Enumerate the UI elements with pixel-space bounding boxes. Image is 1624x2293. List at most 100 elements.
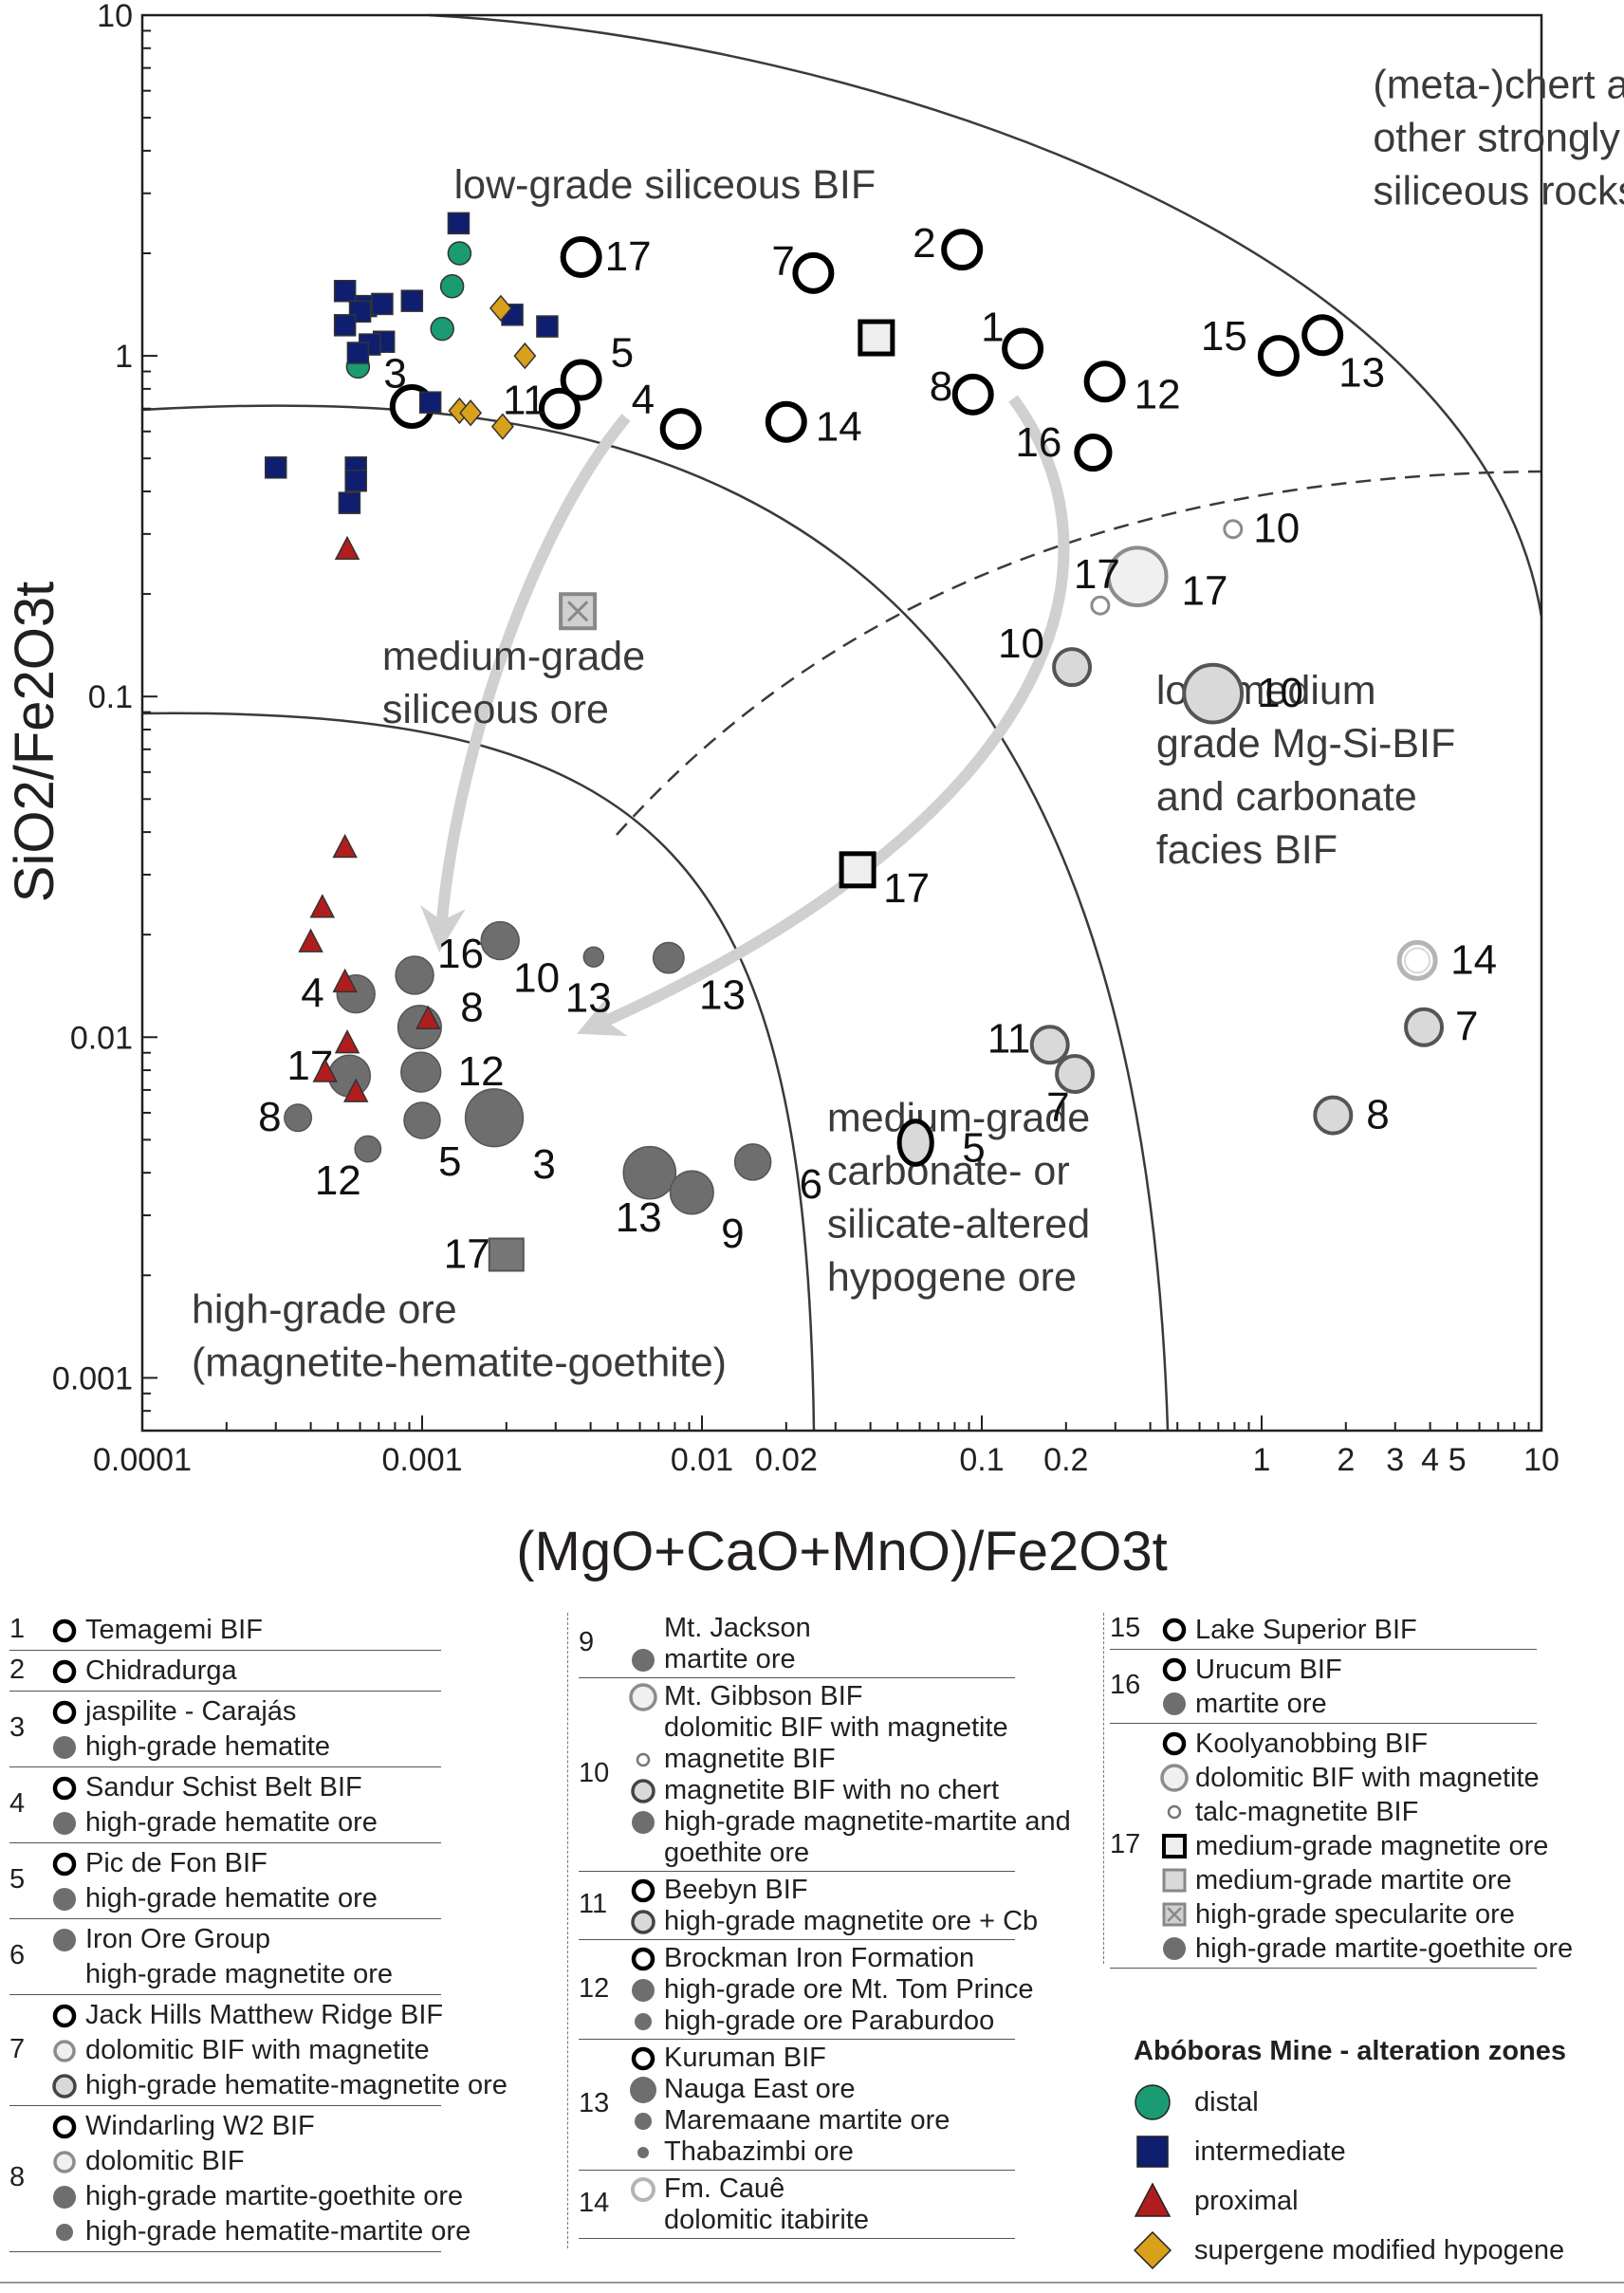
sample-point-intermediate bbox=[333, 279, 357, 303]
literature-point bbox=[1055, 1054, 1096, 1095]
point-label: 8 bbox=[460, 985, 483, 1031]
literature-point bbox=[1090, 595, 1111, 616]
arrow-carbonate-trend bbox=[577, 395, 1070, 1037]
legend-entry-label: high-grade specularite ore bbox=[1195, 1898, 1515, 1930]
point-label: 10 bbox=[1253, 506, 1300, 552]
legend-entry-label: dolomitic BIF with magnetite bbox=[85, 2035, 430, 2065]
literature-point bbox=[538, 387, 581, 430]
legend-entry-label: medium-grade magnetite ore bbox=[1195, 1830, 1549, 1861]
sample-point-proximal bbox=[309, 894, 336, 918]
sample-point-supergene-modified-hypogene bbox=[490, 413, 514, 440]
zone-legend-label: distal bbox=[1194, 2086, 1259, 2117]
zone-legend-entry: distal bbox=[1134, 2083, 1259, 2121]
legend-symbol-icon bbox=[626, 1808, 658, 1837]
legend-group-number: 12 bbox=[579, 1972, 610, 2004]
legend-symbol-icon bbox=[47, 1698, 80, 1727]
bottom-rule bbox=[0, 2282, 1624, 2284]
legend-entry-label: goethite ore bbox=[664, 1838, 810, 1868]
legend-entry-label: high-grade magnetite-martite and bbox=[664, 1806, 1071, 1837]
legend-entry-label: Mt. Gibbson BIF bbox=[664, 1681, 863, 1711]
point-label: 12 bbox=[458, 1048, 505, 1095]
legend-entry: talc-magnetite BIF bbox=[1157, 1795, 1418, 1829]
x-tick-label: 2 bbox=[1337, 1442, 1355, 1478]
legend-group-number: 15 bbox=[1110, 1613, 1141, 1643]
legend-entry-label: martite ore bbox=[1195, 1688, 1327, 1719]
zone-legend-label: supergene modified hypogene bbox=[1194, 2234, 1565, 2265]
point-label: 10 bbox=[1257, 670, 1303, 716]
legend-group-divider bbox=[9, 1650, 441, 1651]
y-tick-label: 1 bbox=[115, 339, 133, 375]
legend-symbol-icon bbox=[626, 2175, 658, 2204]
legend-symbol-icon bbox=[626, 1646, 658, 1674]
legend-entry: Nauga East ore bbox=[626, 2074, 856, 2105]
legend-entry: Mt. Gibbson BIF bbox=[626, 1681, 863, 1712]
literature-point bbox=[1404, 1007, 1445, 1047]
literature-point bbox=[1313, 1095, 1354, 1136]
sample-point-proximal bbox=[334, 535, 360, 561]
literature-point bbox=[1074, 433, 1113, 472]
legend-entry-label: martite ore bbox=[664, 1644, 796, 1674]
x-tick-label: 0.2 bbox=[1043, 1442, 1088, 1478]
legend-entry-label: dolomitic BIF with magnetite bbox=[664, 1712, 1008, 1743]
legend-entry: high-grade martite-goethite ore bbox=[1157, 1932, 1573, 1966]
legend-symbol-icon bbox=[47, 1733, 80, 1762]
literature-point bbox=[400, 1051, 442, 1093]
legend-entry: Beebyn BIF bbox=[626, 1875, 808, 1906]
legend-symbol-icon bbox=[626, 2007, 658, 2036]
legend-symbol-icon bbox=[47, 2002, 80, 2030]
legend-entry-label: high-grade magnetite ore + Cb bbox=[664, 1906, 1039, 1936]
legend-entry-label: high-grade ore Mt. Tom Prince bbox=[664, 1974, 1034, 2005]
legend-entry: Chidradurga bbox=[47, 1654, 237, 1689]
point-label: 10 bbox=[513, 955, 560, 1002]
legend-entry: Iron Ore Group bbox=[47, 1922, 270, 1957]
literature-point bbox=[941, 229, 984, 271]
legend-entry-label: high-grade magnetite ore bbox=[85, 1959, 394, 1989]
legend-symbol-icon bbox=[626, 2044, 658, 2073]
sample-point-proximal bbox=[342, 1078, 369, 1102]
legend-group-number: 7 bbox=[9, 2033, 26, 2064]
point-label: 11 bbox=[987, 1015, 1031, 1062]
x-tick-label: 5 bbox=[1449, 1442, 1467, 1478]
legend-entry-label: magnetite BIF bbox=[664, 1744, 836, 1774]
field-labels: (meta-)chert andother stronglysiliceous … bbox=[192, 63, 1624, 1386]
literature-point bbox=[1106, 546, 1169, 608]
legend-entry-label: Temagemi BIF bbox=[85, 1615, 263, 1645]
legend-entry-label: Lake Superior BIF bbox=[1195, 1614, 1417, 1645]
point-label: 5 bbox=[438, 1138, 461, 1185]
point-label: 8 bbox=[258, 1094, 281, 1140]
point-label: 12 bbox=[315, 1157, 361, 1204]
point-label: 7 bbox=[1455, 1004, 1478, 1050]
field-label-low-grade-siliceous: low-grade siliceous BIF bbox=[454, 162, 877, 208]
legend-group-number: 5 bbox=[9, 1864, 26, 1895]
sample-point-intermediate bbox=[333, 314, 357, 337]
legend-entry-label: high-grade ore Paraburdoo bbox=[664, 2006, 995, 2036]
legend-entry-label: high-grade hematite ore bbox=[85, 1883, 378, 1914]
field-boundaries bbox=[141, 13, 1543, 1432]
zone-legend-entry: intermediate bbox=[1134, 2133, 1346, 2171]
point-label: 4 bbox=[301, 971, 323, 1017]
point-label: 10 bbox=[998, 620, 1044, 667]
sample-point-intermediate bbox=[418, 391, 442, 414]
point-label: 9 bbox=[721, 1211, 744, 1257]
legend-entry-label: Mt. Jackson bbox=[664, 1613, 811, 1643]
legend-entry: medium-grade martite ore bbox=[1157, 1863, 1512, 1897]
y-tick-label: 0.1 bbox=[88, 679, 133, 715]
legend-group-number: 13 bbox=[579, 2088, 610, 2118]
trend-arrows bbox=[420, 395, 1070, 1037]
legend-symbol-icon bbox=[47, 2072, 80, 2100]
legend-symbol-icon bbox=[626, 1615, 658, 1643]
legend-group-divider bbox=[9, 1994, 441, 1995]
legend-entry: dolomitic itabirite bbox=[626, 2205, 869, 2236]
legend-group-divider bbox=[1110, 1723, 1537, 1724]
legend-entry: Maremaane martite ore bbox=[626, 2105, 950, 2136]
legend-entry: high-grade magnetite ore bbox=[47, 1957, 393, 1992]
sample-point-distal bbox=[439, 274, 465, 299]
legend-symbol-icon bbox=[47, 1961, 80, 1989]
literature-point bbox=[560, 235, 602, 278]
literature-point bbox=[1029, 1025, 1070, 1065]
x-tick-label: 0.01 bbox=[671, 1442, 733, 1478]
point-label: 3 bbox=[383, 351, 406, 398]
zone-legend-entry: proximal bbox=[1134, 2182, 1299, 2220]
legend-symbol-icon bbox=[626, 1682, 658, 1711]
legend-entry-label: medium-grade martite ore bbox=[1195, 1864, 1512, 1895]
